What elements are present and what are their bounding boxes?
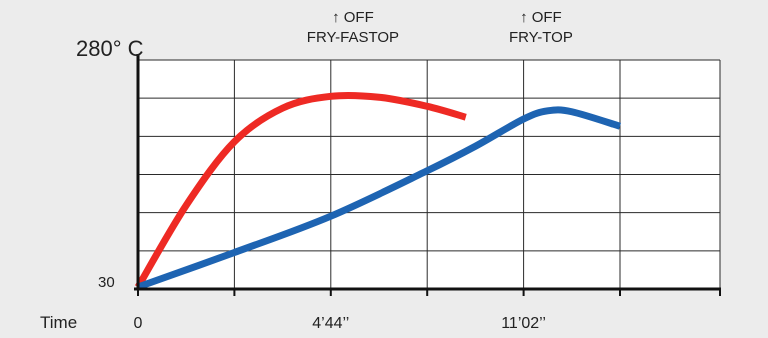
labels: 280° C 30 Time 0 4’44’’ 11’02’’ ↑ OFF FRY-FASTO…: [40, 9, 573, 332]
annotation-1-line-2: FRY-FASTOP: [307, 29, 399, 46]
annotation-2-line-1: ↑ OFF: [520, 9, 562, 26]
x-tick-label: 4’44’’: [312, 315, 349, 332]
y-axis-min-label: 30: [98, 274, 115, 291]
series-line-1: [134, 91, 467, 289]
series-lines: [134, 91, 622, 291]
series-line-2: [136, 106, 622, 291]
annotation-2-line-2: FRY-TOP: [509, 29, 573, 46]
y-axis-max-label: 280° C: [76, 36, 144, 61]
x-tick-label: 11’02’’: [501, 315, 546, 332]
x-axis-title: Time: [40, 313, 77, 332]
x-tick-label: 0: [134, 315, 143, 332]
axes: [134, 54, 721, 296]
annotation-1-line-1: ↑ OFF: [332, 9, 374, 26]
